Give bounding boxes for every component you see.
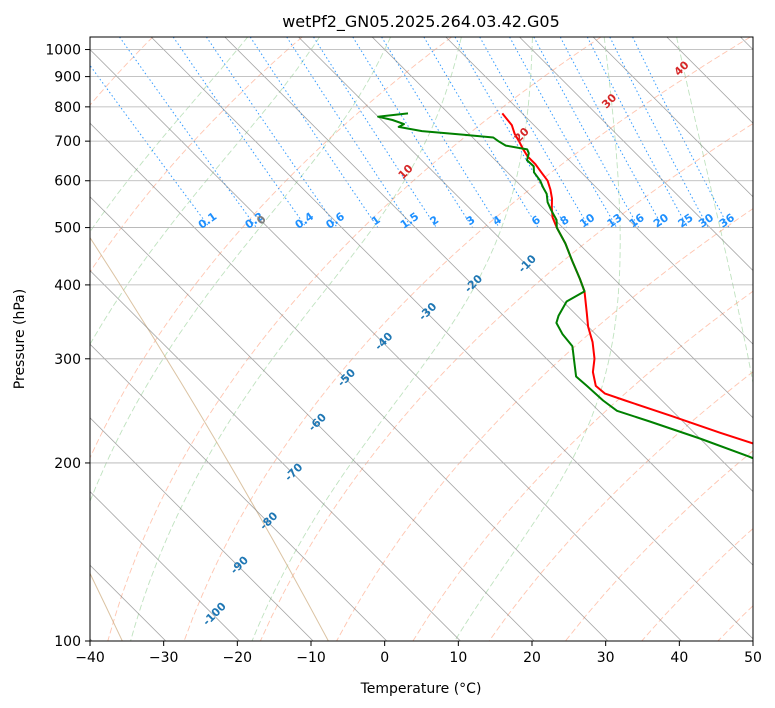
x-tick-label: 0 xyxy=(380,650,389,666)
x-tick-label: 40 xyxy=(670,650,688,666)
x-tick-label: −40 xyxy=(75,650,105,666)
mixing-ratio-line xyxy=(509,37,618,228)
moist-adiabat-line xyxy=(251,37,533,641)
mixing-ratio-line xyxy=(381,37,500,228)
x-tick-label: 20 xyxy=(523,650,541,666)
y-tick-label: 700 xyxy=(54,134,81,150)
tan-arc xyxy=(90,236,329,641)
mixing-ratio-line xyxy=(286,37,413,228)
x-tick-label: −20 xyxy=(223,650,253,666)
pressure-gridlines xyxy=(90,49,753,641)
isotherm-line xyxy=(371,37,753,419)
y-tick-label: 600 xyxy=(54,174,81,190)
y-tick-label: 100 xyxy=(54,634,81,650)
moist-adiabat-line xyxy=(676,37,753,386)
plot-frame xyxy=(89,36,754,642)
isotherm-line xyxy=(592,37,753,198)
mixing-ratio-line xyxy=(172,37,307,228)
isotherm-line xyxy=(90,269,461,641)
dry-adiabat-line xyxy=(259,122,753,641)
y-tick-label: 800 xyxy=(54,100,81,116)
y-tick-label: 1000 xyxy=(45,43,81,59)
y-tick-label: 200 xyxy=(54,456,81,472)
isotherm-line xyxy=(90,48,682,641)
isotherm-line xyxy=(90,122,609,641)
y-axis-label: Pressure (hPa) xyxy=(12,289,28,389)
mixing-ratio-line xyxy=(559,37,664,228)
isotherms xyxy=(90,37,753,641)
isotherm-line xyxy=(445,37,753,345)
dry-adiabat-line xyxy=(107,37,602,641)
mixing-ratio-line xyxy=(205,37,338,228)
isotherm-line xyxy=(150,37,753,640)
mixing-ratio-line xyxy=(313,37,437,228)
x-axis-label: Temperature (°C) xyxy=(360,681,482,697)
isotherm-line xyxy=(298,37,753,493)
dry-adiabat-line xyxy=(90,37,154,106)
moist-adiabat-line xyxy=(130,37,462,641)
mixing-ratio-line xyxy=(533,37,640,228)
moist-adiabat-line xyxy=(90,37,392,503)
isotherm-line xyxy=(90,196,535,641)
mixing-ratio-line xyxy=(90,64,211,228)
x-axis-ticks: −40 −30 −20 −10 0 10 20 30 40 50 xyxy=(75,641,762,666)
isotherm-line xyxy=(224,37,753,566)
isotherm-line xyxy=(90,490,240,641)
x-tick-label: 10 xyxy=(449,650,467,666)
y-tick-label: 400 xyxy=(54,278,81,294)
mixing-ratio-line xyxy=(249,37,379,228)
sounding-series xyxy=(377,112,753,460)
dry-adiabat-line xyxy=(90,37,303,273)
x-tick-label: 50 xyxy=(744,650,762,666)
dry-adiabat-line xyxy=(336,208,753,641)
x-tick-label: −30 xyxy=(149,650,179,666)
chart-title: wetPf2_GN05.2025.264.03.42.G05 xyxy=(282,12,560,32)
y-axis-ticks: 100 200 300 400 500 600 700 800 900 1000 xyxy=(45,43,90,650)
isotherm-line xyxy=(90,343,388,641)
y-tick-label: 300 xyxy=(54,352,81,368)
moist-adiabat-line xyxy=(90,37,249,233)
dry-adiabat-line xyxy=(488,371,753,641)
y-tick-label: 900 xyxy=(54,70,81,86)
mixing-ratio-line xyxy=(632,37,730,228)
x-tick-label: 30 xyxy=(597,650,615,666)
y-tick-label: 500 xyxy=(54,221,81,237)
isotherm-line xyxy=(519,37,753,272)
x-tick-label: −10 xyxy=(296,650,326,666)
isotherm-line xyxy=(90,417,314,641)
dewpoint-profile-line xyxy=(377,112,753,460)
temperature-profile-line xyxy=(501,112,753,445)
dry-adiabat-line xyxy=(90,37,452,459)
